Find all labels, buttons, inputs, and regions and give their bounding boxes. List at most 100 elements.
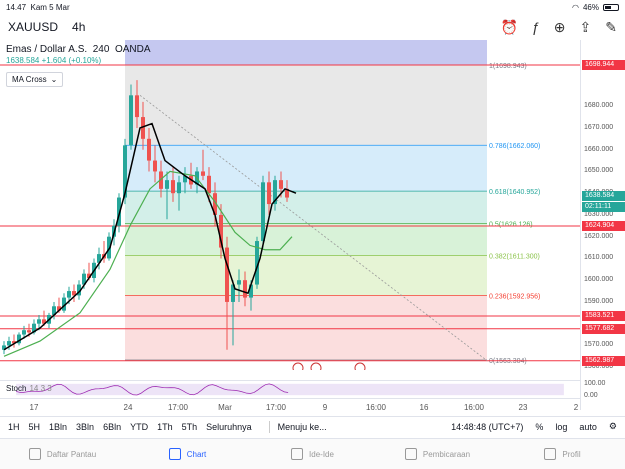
candle-body xyxy=(72,291,76,296)
time-tick-label: 16 xyxy=(419,403,429,412)
legend-source: OANDA xyxy=(114,44,151,55)
fib-level-label: 0.382(1611.300) xyxy=(489,254,540,261)
price-tag: 1583.521 xyxy=(582,311,625,322)
event-flag-icon xyxy=(292,362,304,370)
price-tick-label: 1680.000 xyxy=(584,102,614,110)
share-icon[interactable]: ⇪ xyxy=(579,18,592,35)
indicators-icon[interactable]: ƒ xyxy=(532,18,540,35)
stoch-tick-label: 100.00 xyxy=(584,380,606,387)
clock-display: 14:48:48 (UTC+7) xyxy=(451,421,524,432)
candle-body xyxy=(17,334,21,344)
nav-ide-ide[interactable]: Ide-Ide xyxy=(250,439,375,469)
price-tick-label: 1660.000 xyxy=(584,145,614,153)
candle-body xyxy=(22,330,26,335)
time-tick-label: 9 xyxy=(322,403,328,412)
battery-icon xyxy=(603,3,619,11)
candle-body xyxy=(2,345,6,350)
candle-body xyxy=(285,188,289,198)
fib-level-label: 0.786(1662.060) xyxy=(489,143,540,150)
range-button-3bln[interactable]: 3Bln xyxy=(76,421,95,432)
nav-profil[interactable]: Profil xyxy=(500,439,625,469)
price-tick-label: 1620.000 xyxy=(584,232,614,240)
ma-cross-label: MA Cross xyxy=(12,75,47,84)
fib-level-label: 0.618(1640.952) xyxy=(489,189,540,196)
chart-icon xyxy=(168,448,181,460)
divider xyxy=(268,420,270,433)
draw-icon[interactable]: ✎ xyxy=(605,18,617,35)
bottom-navigation: Daftar Pantau Chart Ide-Ide Pembicaraan Prof… xyxy=(0,438,625,469)
range-button-5h[interactable]: 5H xyxy=(28,421,41,432)
stoch-name: Stoch xyxy=(6,384,27,393)
candle-body xyxy=(243,280,247,298)
candle-body xyxy=(42,319,46,324)
candle-body xyxy=(87,273,91,279)
stoch-pane xyxy=(0,380,580,396)
nav-chart[interactable]: Chart xyxy=(125,439,250,469)
candle-body xyxy=(159,171,163,189)
nav-daftar-pantau[interactable]: Daftar Pantau xyxy=(0,439,125,469)
gear-icon[interactable]: ⚙ xyxy=(608,421,617,431)
price-tick-label: 1560.000 xyxy=(584,363,614,371)
candle-body xyxy=(27,330,31,333)
fib-top-band xyxy=(125,40,487,65)
range-button-5th[interactable]: 5Th xyxy=(181,421,198,432)
price-tick-label: 1610.000 xyxy=(584,254,614,262)
auto-toggle[interactable]: auto xyxy=(579,421,597,432)
price-tag: 1638.584 xyxy=(582,191,625,202)
timeframe-selector[interactable]: 4h xyxy=(72,20,86,34)
candle-body xyxy=(67,291,71,298)
range-button-6bln[interactable]: 6Bln xyxy=(103,421,122,432)
range-button-1th[interactable]: 1Th xyxy=(157,421,173,432)
candle-body xyxy=(82,273,86,285)
time-tick-label: 17:00 xyxy=(167,403,189,412)
stoch-legend: Stoch 14 3 3 xyxy=(6,384,52,393)
log-toggle[interactable]: log xyxy=(555,421,568,432)
candle-body xyxy=(129,95,133,146)
range-button-1h[interactable]: 1H xyxy=(8,421,20,432)
candle-body xyxy=(279,180,283,189)
time-tick-label: 17:00 xyxy=(265,403,287,412)
symbol-selector[interactable]: XAUUSD xyxy=(8,20,59,34)
candle-body xyxy=(141,117,145,139)
candle-body xyxy=(165,180,169,189)
price-axis[interactable]: 1680.0001670.0001660.0001650.0001640.000… xyxy=(580,40,625,410)
candle-body xyxy=(219,214,223,248)
status-bar: 14.47 Kam 5 Mar ◠ 46% xyxy=(0,0,625,14)
fib-level-label: 0.5(1626.126) xyxy=(489,221,533,228)
candle-body xyxy=(207,175,211,194)
price-tick-label: 1650.000 xyxy=(584,167,614,175)
wifi-icon: ◠ xyxy=(572,2,579,12)
candle-body xyxy=(123,145,127,198)
range-button-ytd[interactable]: YTD xyxy=(130,421,149,432)
compare-icon[interactable]: ⊕ xyxy=(553,18,566,35)
range-button-1bln[interactable]: 1Bln xyxy=(49,421,68,432)
price-chart[interactable]: 1(1698.943) 0.786(1662.060) 0.618(1640.952… xyxy=(0,40,580,370)
candle-body xyxy=(57,306,61,311)
nav-pembicaraan[interactable]: Pembicaraan xyxy=(375,439,500,469)
trend-line xyxy=(139,95,488,361)
event-flag-icon xyxy=(354,362,366,370)
fib-zone xyxy=(125,191,487,224)
alarm-icon[interactable]: ⏰ xyxy=(500,18,518,35)
percent-toggle[interactable]: % xyxy=(535,421,544,432)
legend-price: 1638.584 +1.604 (+0.10%) xyxy=(6,56,102,65)
stoch-band xyxy=(16,383,564,396)
price-tag: 1562.987 xyxy=(582,355,625,366)
candle-body xyxy=(225,247,229,302)
candle-body xyxy=(52,306,56,315)
candle-body xyxy=(117,197,121,226)
time-tick-label: Mar xyxy=(218,403,232,412)
fib-level-label: 0.236(1592.956) xyxy=(489,294,540,301)
time-axis[interactable]: 17 24 17:00 Mar 17:00 9 16:00 16 16:00 23 2 xyxy=(0,398,580,414)
range-button-seluruhnya[interactable]: Seluruhnya xyxy=(206,421,252,432)
profile-icon xyxy=(544,448,557,460)
candle-body xyxy=(7,341,11,346)
stoch-k-line xyxy=(16,383,289,396)
ideas-icon xyxy=(291,448,304,460)
candle-body xyxy=(171,180,175,194)
price-tag: 1577.682 xyxy=(582,323,625,334)
ma-cross-indicator[interactable]: MA Cross ⌄ xyxy=(6,72,64,87)
candle-body xyxy=(201,171,205,176)
candle-body xyxy=(261,182,265,242)
goto-button[interactable]: Menuju ke... xyxy=(277,421,327,432)
